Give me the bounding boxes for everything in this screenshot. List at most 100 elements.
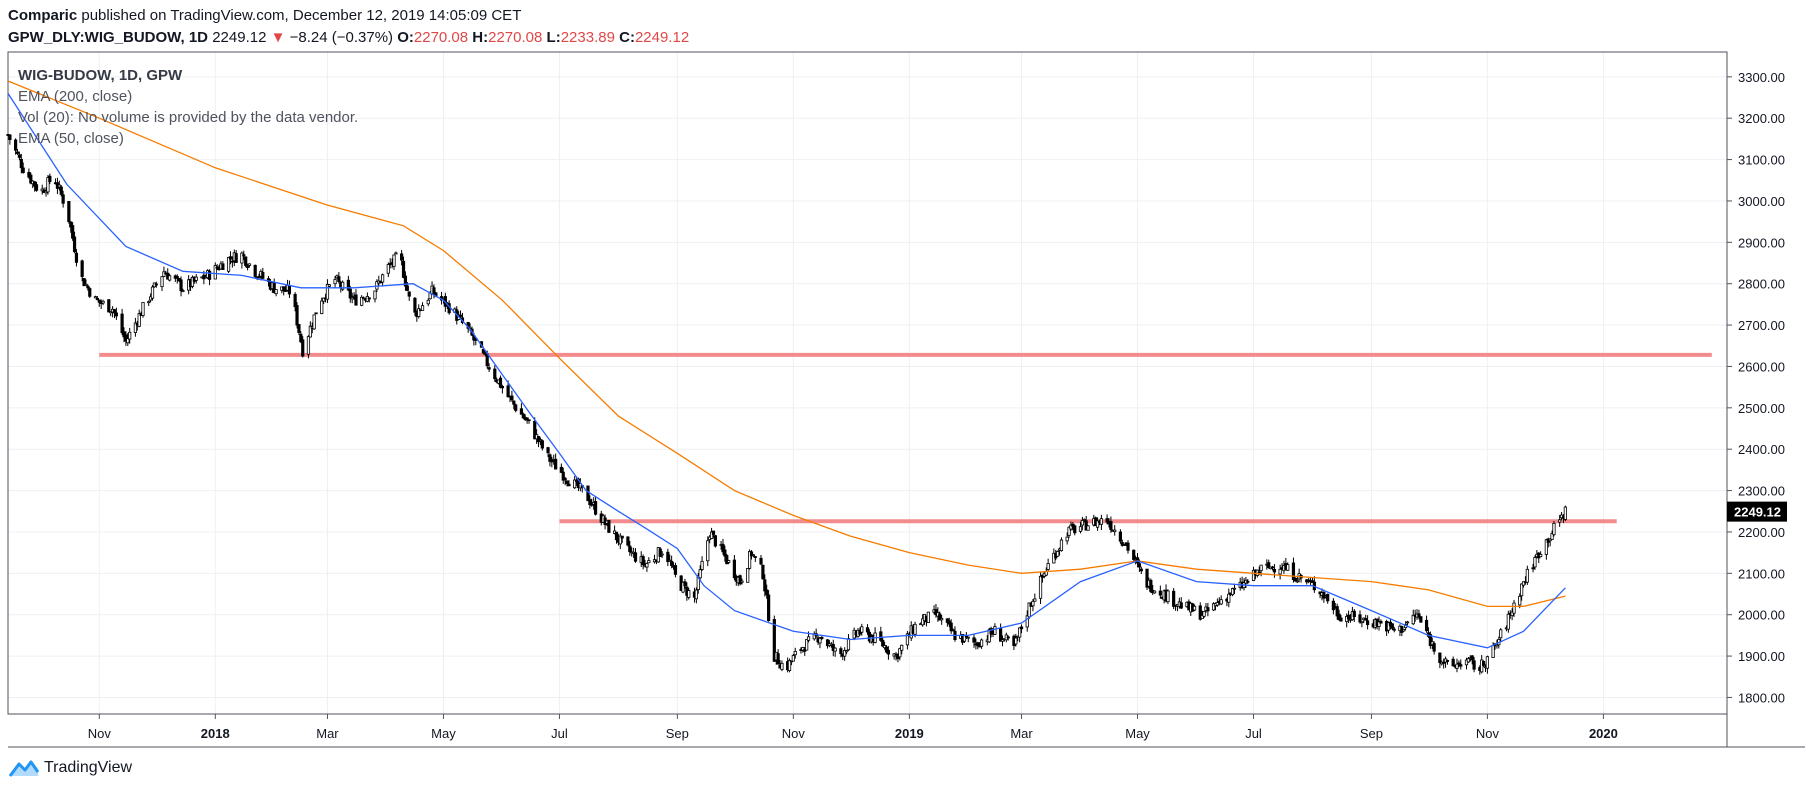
candle-body — [1521, 581, 1526, 586]
ema50-line — [7, 93, 1566, 649]
candle-body — [898, 648, 902, 658]
author-name[interactable]: Comparic — [8, 7, 78, 24]
candle-body — [949, 622, 953, 632]
high-label: H: — [472, 29, 489, 46]
candle-body — [128, 331, 132, 340]
candle-body — [1424, 619, 1429, 632]
candle-body — [405, 285, 409, 291]
candle-body — [536, 436, 541, 443]
candle-body — [240, 252, 244, 264]
candle-body — [375, 281, 379, 290]
candle-body — [29, 174, 33, 184]
candle-body — [1520, 583, 1524, 597]
candle-body — [95, 297, 99, 301]
candle-body — [972, 637, 976, 643]
candle-body — [1339, 617, 1343, 622]
candle-body — [831, 644, 835, 651]
candle-body — [550, 459, 554, 463]
candle-body — [1510, 611, 1514, 617]
candle-body — [1286, 564, 1290, 571]
candle-body — [527, 419, 531, 422]
candle-body — [670, 560, 674, 566]
candle-body — [1544, 539, 1548, 555]
candle-body — [1000, 639, 1005, 642]
candle-body — [681, 581, 685, 593]
candle-body — [1358, 614, 1362, 623]
candle-body — [226, 256, 231, 272]
candle-body — [120, 313, 124, 334]
candle-body — [884, 646, 889, 653]
candle-body — [740, 580, 744, 583]
legend-symbol[interactable]: WIG-BUDOW, 1D, GPW — [18, 67, 183, 84]
candle-body — [1482, 661, 1486, 666]
candle-body — [314, 312, 318, 315]
candle-body — [1525, 568, 1529, 583]
candle-body — [521, 413, 525, 419]
candle-body — [921, 618, 925, 626]
y-tick-label: 2100.00 — [1738, 566, 1785, 581]
candle-body — [993, 626, 997, 635]
candle-body — [1432, 643, 1436, 652]
x-tick-label: May — [1125, 726, 1150, 741]
candle-body — [1445, 660, 1450, 662]
candle-body — [1038, 575, 1043, 599]
legend-volume[interactable]: Vol (20): No volume is provided by the d… — [18, 109, 359, 126]
candle-body — [487, 367, 491, 370]
candle-body — [57, 184, 61, 188]
candle-body — [147, 301, 151, 304]
candle-body — [112, 309, 117, 314]
candle-body — [900, 644, 904, 651]
candle-body — [1499, 629, 1503, 639]
candle-body — [938, 613, 942, 621]
candle-body — [1322, 592, 1326, 599]
candle-body — [381, 274, 385, 283]
candle-body — [727, 560, 731, 563]
candle-body — [666, 551, 670, 563]
candle-body — [818, 637, 822, 644]
candle-body — [843, 650, 847, 657]
x-tick-label: Nov — [88, 726, 112, 741]
legend-ema50[interactable]: EMA (50, close) — [18, 130, 124, 147]
tradingview-brand[interactable]: TradingView — [8, 758, 132, 778]
candle-body — [297, 324, 301, 333]
candle-body — [168, 275, 172, 281]
candle-body — [1095, 520, 1100, 528]
symbol-label[interactable]: GPW_DLY:WIG_BUDOW, 1D — [8, 29, 209, 46]
candle-body — [588, 499, 592, 505]
candle-body — [1451, 658, 1455, 667]
publish-info: Comparic published on TradingView.com, D… — [8, 7, 521, 24]
candle-body — [761, 564, 765, 580]
candle-body — [886, 649, 891, 655]
candle-body — [1402, 629, 1406, 632]
candle-body — [1491, 645, 1495, 658]
candle-body — [1120, 542, 1124, 546]
chart-legend: WIG-BUDOW, 1D, GPW EMA (200, close) Vol … — [18, 65, 358, 149]
candle-body — [1550, 533, 1554, 540]
candle-body — [506, 385, 510, 398]
candle-body — [230, 260, 234, 263]
candle-body — [820, 637, 824, 639]
candle-body — [1457, 662, 1461, 665]
candle-body — [1202, 611, 1206, 617]
candle-body — [618, 535, 622, 545]
candle-body — [1531, 567, 1535, 570]
candle-body — [683, 581, 687, 587]
candle-body — [738, 575, 742, 585]
candle-body — [299, 333, 303, 343]
candle-body — [320, 300, 324, 314]
candle-body — [403, 275, 408, 287]
candle-body — [1153, 590, 1157, 594]
candle-body — [71, 225, 75, 239]
candle-body — [1428, 634, 1432, 647]
candle-body — [772, 619, 776, 662]
candle-body — [787, 660, 792, 671]
candle-body — [696, 575, 700, 590]
candle-body — [322, 297, 326, 302]
candle-body — [360, 296, 364, 306]
candle-body — [1331, 600, 1335, 611]
candle-body — [69, 221, 73, 228]
candle-body — [1512, 602, 1516, 614]
legend-ema200[interactable]: EMA (200, close) — [18, 88, 133, 105]
y-tick-label: 2900.00 — [1738, 235, 1785, 250]
